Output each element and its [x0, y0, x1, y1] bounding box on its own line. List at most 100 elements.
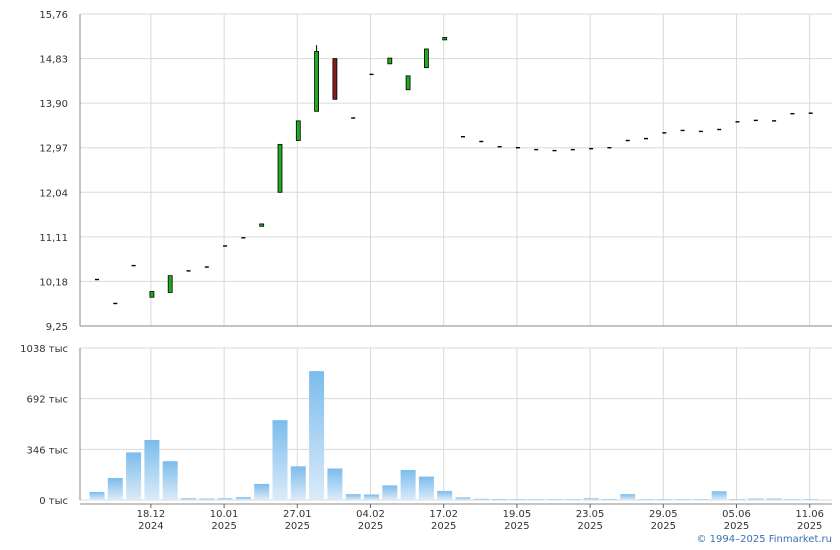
- volume-bar: [510, 499, 526, 501]
- candle: [589, 147, 594, 150]
- volume-tick-label: 0 тыс: [39, 496, 68, 507]
- candle-doji: [204, 266, 209, 268]
- candle: [95, 278, 99, 281]
- candle-doji: [790, 112, 795, 115]
- candle: [295, 120, 301, 141]
- candle-doji: [186, 270, 191, 272]
- candle-body: [149, 291, 155, 298]
- x-tick-date: 05.06: [722, 509, 751, 520]
- candle-doji: [607, 147, 612, 149]
- volume-bar: [290, 466, 306, 500]
- candle-doji: [680, 129, 685, 132]
- candle: [753, 119, 758, 122]
- candle: [167, 275, 173, 293]
- candle: [351, 117, 356, 119]
- volume-y-axis: 1038 тыс 692 тыс 346 тыс 0 тыс: [20, 344, 81, 507]
- volume-bar: [199, 498, 215, 500]
- candle-doji: [95, 278, 99, 281]
- price-tick-label: 9,25: [46, 322, 68, 333]
- volume-bar: [748, 498, 764, 500]
- volume-tick-label: 1038 тыс: [20, 344, 68, 355]
- candle-doji: [662, 132, 667, 134]
- candle: [717, 128, 722, 131]
- volume-bar: [583, 498, 599, 500]
- volume-bar: [565, 499, 581, 501]
- x-tick-year: 2025: [358, 521, 383, 532]
- candle-body: [277, 143, 283, 193]
- candle: [497, 146, 502, 148]
- x-tick-date: 11.06: [795, 509, 824, 520]
- volume-bar: [382, 485, 398, 500]
- x-tick-date: 29.05: [649, 509, 678, 520]
- candle: [644, 137, 648, 140]
- volume-bar: [711, 491, 727, 500]
- date-x-axis: 18.12202410.01202527.01202504.02202517.0…: [80, 503, 832, 532]
- x-tick-date: 10.01: [210, 509, 239, 520]
- x-tick-date: 18.12: [137, 509, 166, 520]
- x-tick-year: 2025: [797, 521, 822, 532]
- candle-doji: [753, 119, 758, 122]
- x-tick-date: 27.01: [283, 509, 312, 520]
- volume-bar: [437, 490, 453, 500]
- candle-doji: [223, 245, 228, 247]
- x-tick-year: 2025: [431, 521, 456, 532]
- candle: [680, 129, 685, 132]
- candle: [790, 112, 795, 115]
- volume-bar: [89, 491, 105, 500]
- volume-bar: [766, 498, 782, 500]
- candle: [808, 112, 813, 114]
- candle: [625, 139, 630, 142]
- x-tick-date: 04.02: [356, 509, 385, 520]
- volume-bar: [528, 499, 544, 501]
- candle: [662, 132, 667, 134]
- candle: [552, 149, 557, 152]
- volume-bar: [620, 494, 636, 500]
- volume-bar: [400, 469, 416, 500]
- candle-doji: [698, 130, 703, 133]
- price-grid: [80, 13, 832, 327]
- x-tick-date: 23.05: [576, 509, 605, 520]
- x-tick-year: 2025: [211, 521, 236, 532]
- volume-bar: [418, 476, 434, 500]
- volume-bar: [144, 439, 160, 500]
- volume-bar: [181, 498, 196, 500]
- candle-doji: [241, 237, 246, 239]
- volume-bar: [309, 371, 325, 500]
- price-tick-label: 12,97: [39, 144, 68, 155]
- candlestick-series: [95, 37, 813, 305]
- volume-grid: [80, 347, 832, 501]
- volume-bar: [601, 499, 617, 501]
- candle-body: [332, 58, 338, 100]
- candle-doji: [515, 147, 520, 149]
- x-tick-year: 2025: [724, 521, 749, 532]
- candle-doji: [552, 149, 557, 152]
- volume-bar: [547, 499, 562, 501]
- candle: [131, 264, 136, 267]
- candle-body: [167, 275, 173, 293]
- candle-doji: [351, 117, 356, 119]
- volume-bar: [455, 497, 471, 500]
- candle-body: [259, 223, 265, 227]
- candle: [442, 37, 448, 41]
- candle-doji: [644, 137, 648, 140]
- candle-doji: [808, 112, 813, 114]
- candle: [735, 121, 740, 123]
- candle: [223, 245, 228, 247]
- candle: [607, 147, 612, 149]
- volume-bar: [126, 452, 142, 500]
- x-tick-year: 2025: [285, 521, 310, 532]
- candle-body: [314, 50, 320, 112]
- candle: [204, 266, 209, 268]
- volume-tick-label: 346 тыс: [27, 445, 68, 456]
- candle-doji: [369, 73, 374, 76]
- candle-body: [423, 48, 429, 69]
- candle-body: [405, 75, 411, 91]
- volume-bar: [272, 420, 288, 500]
- volume-bar: [675, 499, 691, 501]
- candle: [570, 148, 575, 151]
- candle: [113, 302, 118, 305]
- candle-doji: [570, 148, 575, 151]
- price-tick-label: 15,76: [39, 10, 68, 21]
- volume-bar: [345, 494, 361, 500]
